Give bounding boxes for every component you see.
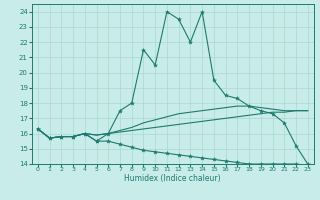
X-axis label: Humidex (Indice chaleur): Humidex (Indice chaleur) [124, 174, 221, 183]
